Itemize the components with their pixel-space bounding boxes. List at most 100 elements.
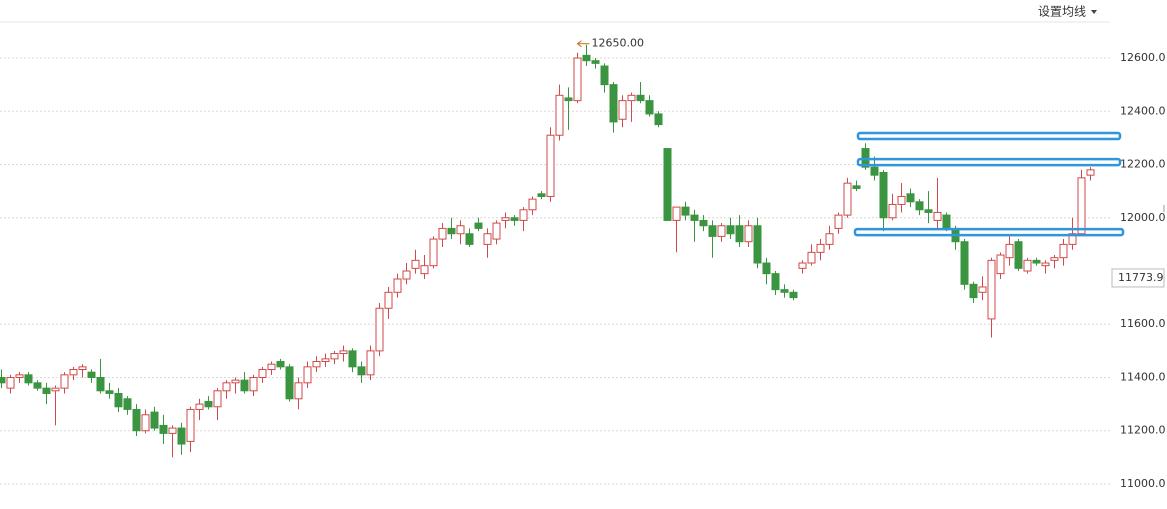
candle-body: [600, 65, 609, 86]
candle-body: [321, 358, 330, 363]
candle-body: [96, 376, 105, 392]
candle-body: [375, 307, 384, 352]
candle-body: [582, 54, 591, 62]
candle-body: [276, 361, 285, 368]
candle-body: [456, 225, 465, 235]
candle-body: [690, 214, 699, 221]
y-tick-label: 11200.0: [1120, 424, 1166, 437]
candle-body: [15, 374, 24, 378]
candle-body: [132, 408, 141, 432]
candle-body: [447, 227, 456, 235]
candle-body: [717, 225, 726, 237]
candle-body: [177, 427, 186, 445]
candle-body: [213, 390, 222, 408]
candle-body: [6, 376, 15, 389]
y-tick-label: 12600.0: [1120, 51, 1166, 64]
candle-body: [798, 262, 807, 269]
candle-body: [222, 382, 231, 392]
candle-body: [69, 369, 78, 376]
y-tick-label: 12400.0: [1120, 104, 1166, 117]
candle-body: [231, 379, 240, 384]
y-tick-label: 12000.0: [1120, 211, 1166, 224]
candle-body: [636, 94, 645, 102]
candle-body: [51, 387, 60, 392]
candle-body: [969, 283, 978, 299]
candle-body: [771, 273, 780, 291]
candle-body: [510, 217, 519, 221]
candle-body: [0, 376, 6, 384]
candle-body: [1068, 233, 1077, 245]
candle-body: [645, 100, 654, 115]
level-box: [856, 131, 1122, 141]
candle-body: [888, 203, 897, 219]
candle-body: [780, 289, 789, 293]
candle-body: [852, 185, 861, 189]
candle-body: [1077, 177, 1086, 235]
candle-body: [87, 371, 96, 378]
candle-body: [564, 97, 573, 102]
dropdown-arrow[interactable]: [1091, 10, 1097, 14]
candle-body: [681, 206, 690, 216]
candle-body: [537, 193, 546, 197]
candle-body: [312, 361, 321, 368]
candle-body: [870, 166, 879, 176]
candle-body: [987, 259, 996, 320]
candle-body: [339, 350, 348, 355]
candle-body: [204, 400, 213, 408]
candle-body: [465, 233, 474, 245]
candle-body: [348, 350, 357, 368]
candle-body: [267, 363, 276, 371]
candle-body: [1023, 259, 1032, 272]
candle-body: [555, 94, 564, 136]
candle-body: [753, 225, 762, 264]
candle-body: [1014, 241, 1023, 269]
candle-body: [123, 398, 132, 410]
candle-body: [1005, 243, 1014, 259]
candle-body: [429, 238, 438, 267]
level-box: [853, 227, 1125, 237]
candle-body: [186, 408, 195, 442]
max-label: 12650.00: [592, 37, 645, 50]
candle-body: [420, 265, 429, 275]
candle-body: [933, 211, 942, 221]
candle-body: [843, 182, 852, 216]
candle-body: [879, 172, 888, 219]
candle-body: [366, 350, 375, 376]
candle-body: [330, 353, 339, 360]
candle-body: [627, 94, 636, 102]
y-tick-label: 12200.0: [1120, 158, 1166, 171]
candle-body: [519, 209, 528, 221]
candle-body: [195, 403, 204, 410]
candle-body: [816, 243, 825, 253]
candle-body: [492, 222, 501, 240]
candle-body: [789, 291, 798, 299]
candle-body: [294, 382, 303, 400]
candle-body: [978, 286, 987, 293]
candle-body: [411, 259, 420, 269]
candle-body: [762, 262, 771, 275]
candle-body: [573, 57, 582, 102]
candle-body: [474, 222, 483, 229]
candle-body: [618, 100, 627, 120]
candle-body: [105, 390, 114, 394]
candle-body: [591, 60, 600, 64]
candle-body: [33, 382, 42, 389]
candle-body: [393, 278, 402, 293]
y-tick-label: 11600.0: [1120, 317, 1166, 330]
ma-setting[interactable]: 设置均线: [1038, 5, 1086, 19]
candle-body: [663, 148, 672, 221]
candle-body: [303, 366, 312, 384]
candle-body: [942, 214, 951, 229]
last-price-label: 11773.9: [1118, 271, 1164, 284]
candle-body: [357, 366, 366, 376]
candle-body: [546, 134, 555, 197]
candle-body: [906, 193, 915, 203]
candle-body: [1032, 259, 1041, 264]
candle-body: [1086, 169, 1095, 176]
candle-body: [924, 209, 933, 213]
candle-body: [42, 387, 51, 394]
candle-body: [708, 225, 717, 237]
last-price-box: [1111, 268, 1165, 288]
y-tick-label: 11400.0: [1120, 370, 1166, 383]
